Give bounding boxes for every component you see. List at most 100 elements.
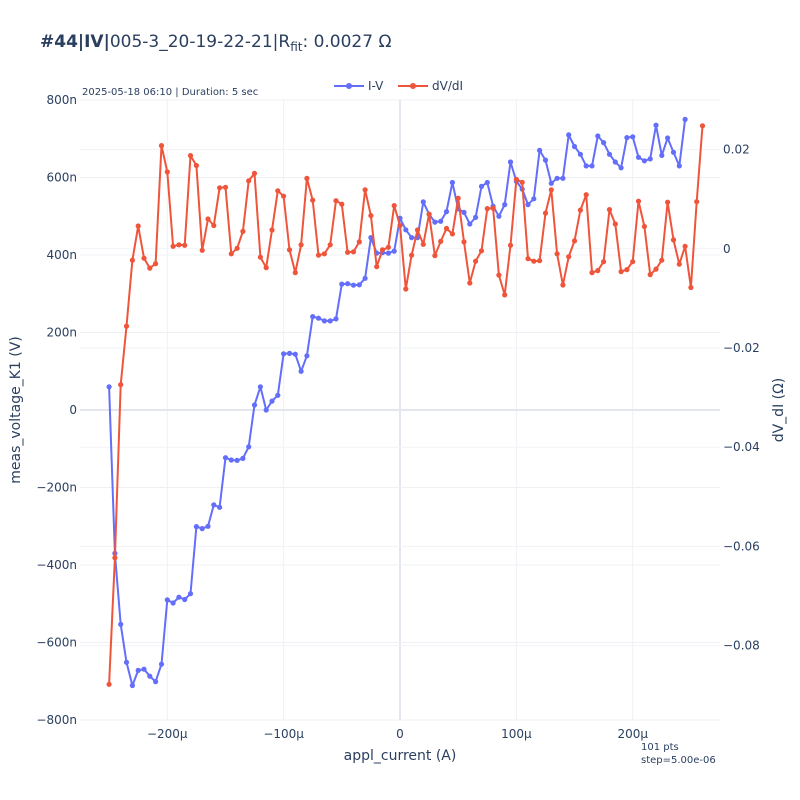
data-point-dvdi — [374, 264, 380, 270]
data-point-iv — [467, 221, 473, 227]
y2-axis-title: dV_dI (Ω) — [771, 378, 787, 443]
data-point-dvdi — [379, 247, 386, 253]
data-point-iv — [461, 209, 467, 215]
data-point-dvdi — [397, 222, 403, 229]
y2-tick-label: 0 — [723, 242, 731, 256]
data-point-iv — [147, 673, 153, 679]
data-point-dvdi — [537, 258, 543, 264]
data-point-dvdi — [118, 382, 124, 388]
data-point-dvdi — [304, 175, 310, 181]
data-point-iv — [484, 179, 490, 186]
data-point-iv — [217, 504, 223, 510]
data-point-iv — [432, 219, 438, 225]
data-point-iv — [286, 350, 293, 356]
data-point-iv — [473, 214, 479, 220]
data-point-dvdi — [647, 272, 653, 278]
data-point-dvdi — [420, 241, 426, 247]
series-line-dvdi — [108, 125, 704, 685]
data-point-dvdi — [490, 205, 496, 211]
data-point-dvdi — [112, 555, 118, 561]
data-point-dvdi — [275, 188, 281, 194]
data-point-dvdi — [234, 245, 240, 251]
y-tick-label: 800n — [46, 93, 77, 107]
data-point-dvdi — [129, 257, 135, 263]
data-point-dvdi — [333, 198, 339, 204]
data-point-dvdi — [688, 284, 694, 291]
data-point-iv — [659, 152, 665, 158]
data-point-iv — [449, 179, 455, 186]
data-point-iv — [630, 134, 636, 140]
data-point-dvdi — [665, 199, 671, 205]
data-point-dvdi — [315, 252, 322, 258]
data-point-dvdi — [595, 268, 601, 274]
data-point-iv — [554, 175, 560, 181]
y-tick-label: −800n — [36, 713, 77, 727]
measurement-info: 2025-05-18 06:10 | Duration: 5 sec — [82, 87, 259, 98]
data-point-dvdi — [135, 223, 141, 229]
data-point-iv — [368, 235, 374, 241]
data-point-iv — [356, 282, 362, 288]
footnote-points: 101 pts — [641, 742, 679, 753]
data-point-iv — [240, 455, 246, 461]
data-point-dvdi — [571, 238, 578, 244]
data-point-iv — [682, 116, 688, 122]
legend-label: dV/dI — [432, 79, 463, 93]
data-point-dvdi — [583, 192, 589, 198]
data-point-iv — [176, 594, 182, 600]
data-point-iv — [211, 502, 217, 508]
x-tick-label: −100μ — [263, 727, 304, 741]
title-tail: : 0.0027 Ω — [302, 32, 392, 52]
footnote: 101 pts step=5.00e-06 — [641, 741, 716, 767]
data-point-dvdi — [443, 225, 450, 232]
data-point-dvdi — [286, 247, 293, 253]
data-point-iv — [595, 133, 601, 139]
data-point-dvdi — [461, 239, 467, 245]
data-point-dvdi — [513, 176, 520, 182]
data-point-dvdi — [484, 206, 490, 212]
data-point-dvdi — [478, 248, 485, 254]
data-point-iv — [583, 163, 589, 169]
data-point-dvdi — [281, 193, 287, 199]
data-point-iv — [647, 156, 653, 162]
y2-tick-label: −0.02 — [723, 341, 760, 355]
data-point-iv — [153, 679, 159, 685]
data-point-dvdi — [263, 265, 269, 271]
data-point-dvdi — [659, 257, 665, 263]
y-tick-label: −600n — [36, 636, 77, 650]
data-point-iv — [612, 159, 618, 165]
data-point-dvdi — [507, 242, 514, 248]
legend-marker — [346, 83, 352, 89]
data-point-iv — [141, 666, 147, 672]
data-point-iv — [315, 315, 322, 321]
data-point-iv — [624, 135, 630, 141]
data-point-dvdi — [310, 197, 316, 203]
data-point-iv — [571, 143, 578, 150]
data-point-dvdi — [676, 261, 682, 267]
legend-marker — [410, 83, 416, 89]
data-point-iv — [577, 151, 584, 157]
data-point-iv — [385, 250, 391, 256]
data-point-iv — [304, 353, 310, 359]
data-point-iv — [205, 523, 211, 529]
data-point-iv — [641, 158, 648, 164]
data-point-iv — [507, 159, 514, 165]
data-point-iv — [310, 314, 316, 320]
data-point-iv — [269, 398, 275, 404]
data-point-iv — [251, 402, 258, 408]
data-point-iv — [403, 227, 409, 233]
data-point-iv — [333, 316, 339, 322]
data-point-iv — [478, 183, 485, 189]
data-point-dvdi — [653, 266, 659, 272]
data-point-dvdi — [362, 187, 368, 193]
data-point-dvdi — [519, 179, 525, 185]
data-point-iv — [420, 199, 426, 205]
data-point-dvdi — [414, 227, 421, 233]
data-point-dvdi — [123, 323, 130, 329]
data-point-iv — [158, 661, 165, 667]
data-point-dvdi — [438, 238, 444, 244]
data-point-iv — [606, 151, 613, 157]
data-point-dvdi — [106, 681, 112, 687]
data-point-dvdi — [391, 203, 397, 209]
